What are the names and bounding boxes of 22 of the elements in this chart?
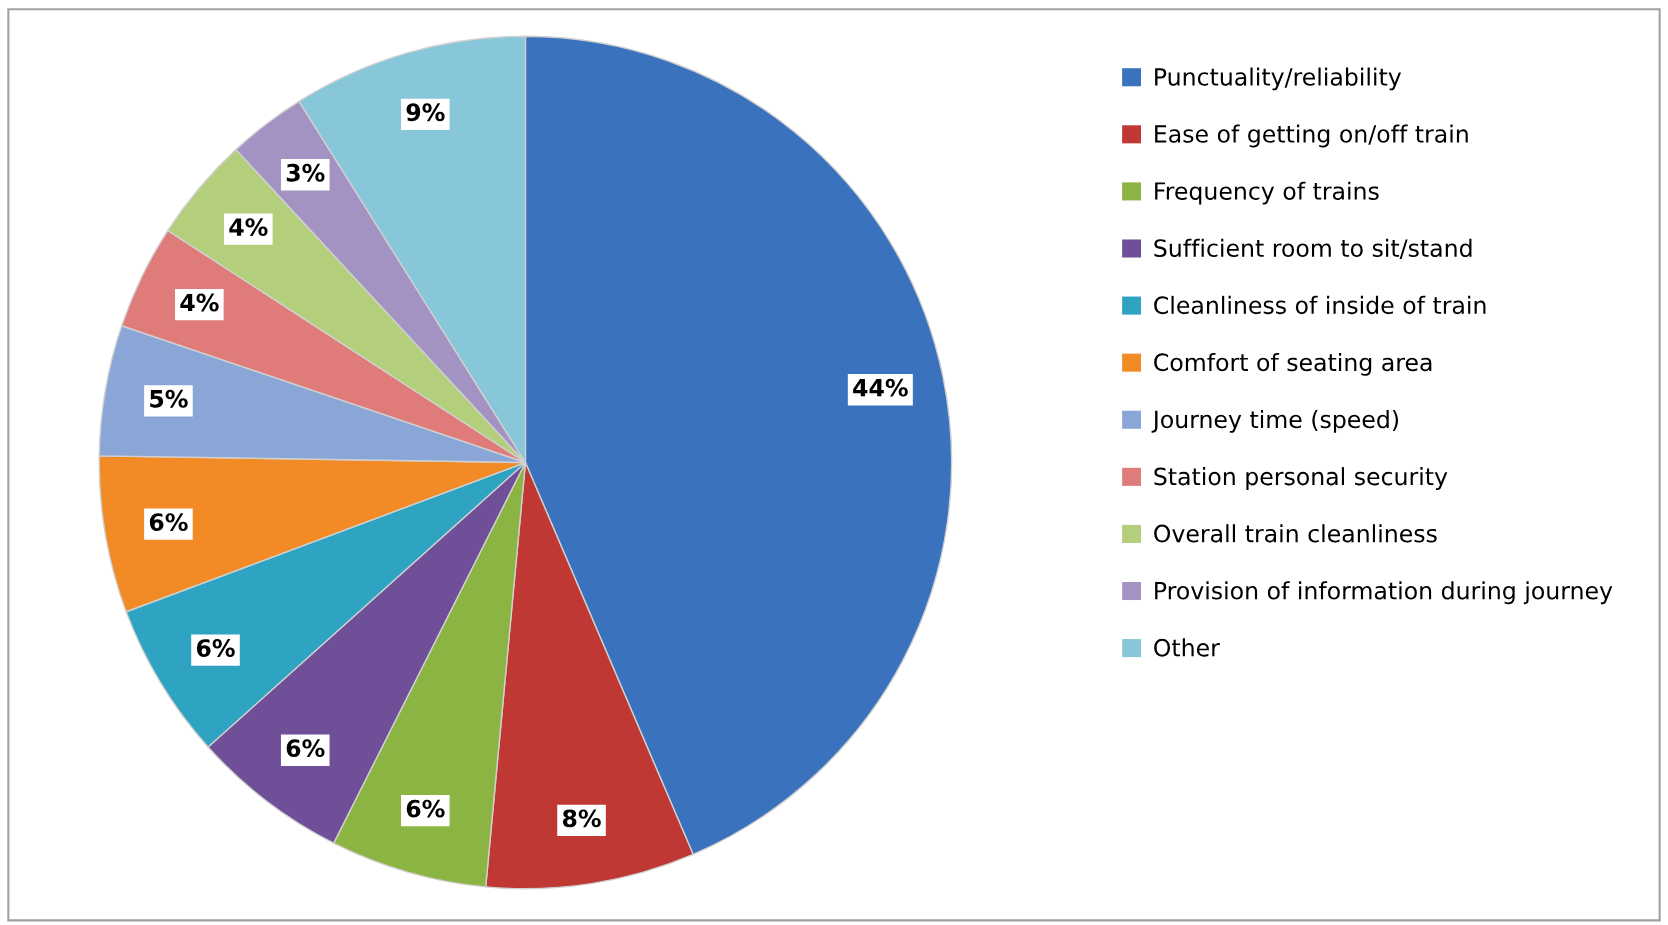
legend-label: Comfort of seating area (1154, 352, 1432, 376)
legend-label: Journey time (speed) (1151, 410, 1399, 433)
data-label: 5% (150, 389, 188, 408)
data-label: 6% (286, 739, 325, 758)
legend-label: Overall train cleanliness (1154, 524, 1437, 543)
legend-label: Sufficient room to sit/stand (1154, 238, 1472, 259)
data-label: 3% (286, 163, 325, 182)
legend-label: Frequency of trains (1155, 181, 1379, 205)
legend-label: Punctuality/reliability (1155, 67, 1402, 91)
data-label: 44% (853, 378, 908, 397)
legend-label: Ease of getting on/off train (1155, 124, 1468, 148)
data-label: 8% (562, 809, 601, 828)
legend-label: Other (1154, 638, 1220, 657)
legend-label: Provision of information during journey (1155, 581, 1613, 605)
data-label: 6% (196, 639, 235, 657)
data-label: 4% (229, 218, 268, 236)
data-label: 9% (406, 103, 445, 122)
legend-label: Station personal security (1154, 467, 1448, 490)
data-label: 6% (406, 799, 445, 818)
legend-label: Cleanliness of inside of train (1154, 295, 1486, 315)
data-label: 4% (180, 293, 219, 312)
data-label: 6% (149, 513, 188, 532)
